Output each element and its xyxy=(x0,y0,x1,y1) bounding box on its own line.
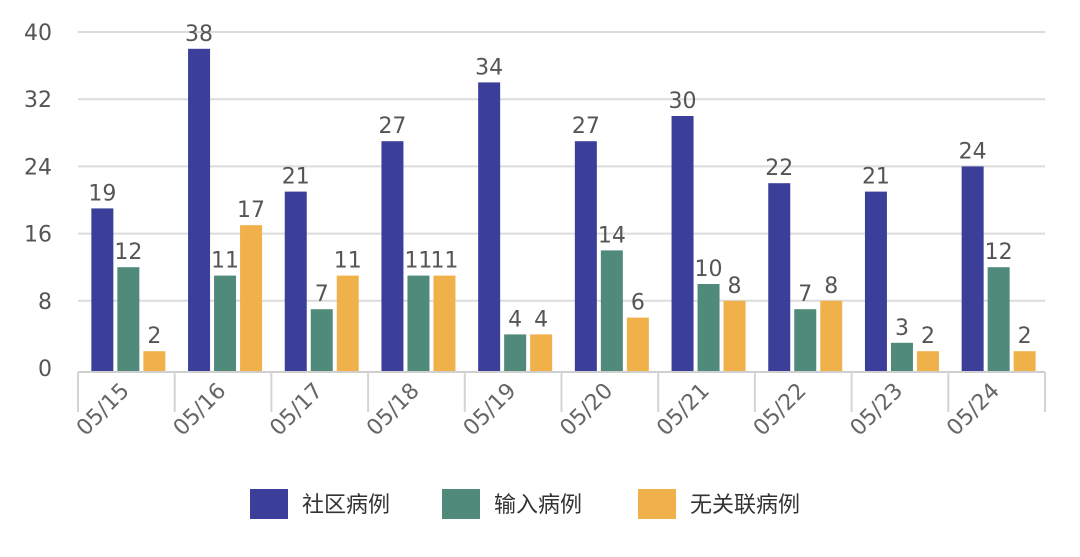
x-tick-label: 05/23 xyxy=(846,379,909,442)
bar-05/20-series-0 xyxy=(574,141,597,372)
bar-05/23-series-0 xyxy=(864,191,887,372)
data-label: 4 xyxy=(534,307,548,332)
data-label: 27 xyxy=(572,114,600,139)
y-tick-label: 32 xyxy=(24,88,52,113)
bar-05/20-series-2 xyxy=(626,317,649,372)
data-label: 7 xyxy=(798,282,812,307)
data-label: 7 xyxy=(315,282,329,307)
bar-05/23-series-1 xyxy=(890,342,913,372)
bar-05/18-series-1 xyxy=(407,275,430,372)
y-tick-label: 24 xyxy=(24,155,52,180)
data-label: 11 xyxy=(211,249,239,274)
bar-05/23-series-2 xyxy=(916,351,939,372)
x-tick-label: 05/18 xyxy=(362,379,425,442)
data-label: 11 xyxy=(430,249,458,274)
data-label: 22 xyxy=(765,156,793,181)
bar-05/18-series-2 xyxy=(433,275,456,372)
bar-05/15-series-0 xyxy=(91,208,114,372)
x-tick-label: 05/21 xyxy=(652,379,715,442)
y-tick-label: 40 xyxy=(24,21,52,46)
data-label: 2 xyxy=(1018,324,1032,349)
bar-05/19-series-2 xyxy=(530,334,553,372)
data-label: 8 xyxy=(728,274,742,299)
bar-05/21-series-1 xyxy=(697,284,720,372)
bar-05/21-series-0 xyxy=(671,116,694,372)
data-label: 8 xyxy=(824,274,838,299)
legend: 社区病例 输入病例 无关联病例 xyxy=(250,489,800,519)
data-label: 2 xyxy=(921,324,935,349)
bar-05/24-series-0 xyxy=(961,166,984,372)
legend-label: 输入病例 xyxy=(494,493,582,518)
bars xyxy=(91,48,1036,373)
data-label: 17 xyxy=(237,198,265,223)
x-tick-label: 05/20 xyxy=(556,379,619,442)
bar-05/16-series-1 xyxy=(214,275,237,372)
bar-05/17-series-2 xyxy=(336,275,359,372)
data-label: 21 xyxy=(282,165,310,190)
bar-05/19-series-1 xyxy=(504,334,527,372)
legend-swatch xyxy=(638,489,676,519)
x-tick-label: 05/19 xyxy=(459,379,522,442)
bar-05/24-series-2 xyxy=(1013,351,1036,372)
data-label: 3 xyxy=(895,316,909,341)
bar-05/24-series-1 xyxy=(987,267,1010,372)
bar-05/22-series-0 xyxy=(768,183,791,372)
bar-05/16-series-0 xyxy=(188,48,211,373)
y-tick-label: 0 xyxy=(38,357,52,382)
x-tick-label: 05/16 xyxy=(169,379,232,442)
bar-05/15-series-1 xyxy=(117,267,140,372)
y-tick-label: 8 xyxy=(38,290,52,315)
x-axis: 05/15 05/16 05/17 05/18 05/19 05/20 05/21 05/22… xyxy=(72,371,1046,442)
data-label: 11 xyxy=(334,249,362,274)
legend-label: 社区病例 xyxy=(302,493,390,518)
data-label: 34 xyxy=(475,55,503,80)
legend-item-2: 无关联病例 xyxy=(638,489,800,519)
bar-05/22-series-1 xyxy=(794,309,817,372)
data-label: 21 xyxy=(862,165,890,190)
legend-swatch xyxy=(250,489,288,519)
legend-label: 无关联病例 xyxy=(690,493,800,518)
data-label: 6 xyxy=(631,291,645,316)
x-tick-label: 05/22 xyxy=(749,379,812,442)
legend-swatch xyxy=(442,489,480,519)
data-label: 12 xyxy=(985,240,1013,265)
data-label: 10 xyxy=(695,257,723,282)
bar-05/17-series-0 xyxy=(284,191,307,372)
data-label: 19 xyxy=(88,181,116,206)
data-label: 30 xyxy=(669,89,697,114)
data-label: 38 xyxy=(185,22,213,47)
data-label: 4 xyxy=(508,307,522,332)
x-tick-label: 05/24 xyxy=(942,379,1005,442)
bar-05/22-series-2 xyxy=(820,300,843,372)
bar-05/21-series-2 xyxy=(723,300,746,372)
bar-05/17-series-1 xyxy=(310,309,333,372)
data-label: 14 xyxy=(598,223,626,248)
data-label: 12 xyxy=(114,240,142,265)
data-label: 11 xyxy=(404,249,432,274)
bar-05/15-series-2 xyxy=(143,351,166,372)
x-tick-label: 05/15 xyxy=(72,379,135,442)
data-label: 27 xyxy=(378,114,406,139)
bar-05/19-series-0 xyxy=(478,82,501,373)
y-tick-label: 16 xyxy=(24,223,52,248)
bar-05/18-series-0 xyxy=(381,141,404,372)
data-label: 2 xyxy=(147,324,161,349)
data-label: 24 xyxy=(959,139,987,164)
bar-05/16-series-2 xyxy=(240,225,263,372)
bar-05/20-series-1 xyxy=(600,250,623,372)
y-axis-ticks: 0 8 16 24 32 40 xyxy=(24,21,52,382)
legend-item-0: 社区病例 xyxy=(250,489,390,519)
legend-item-1: 输入病例 xyxy=(442,489,582,519)
x-tick-label: 05/17 xyxy=(265,379,328,442)
